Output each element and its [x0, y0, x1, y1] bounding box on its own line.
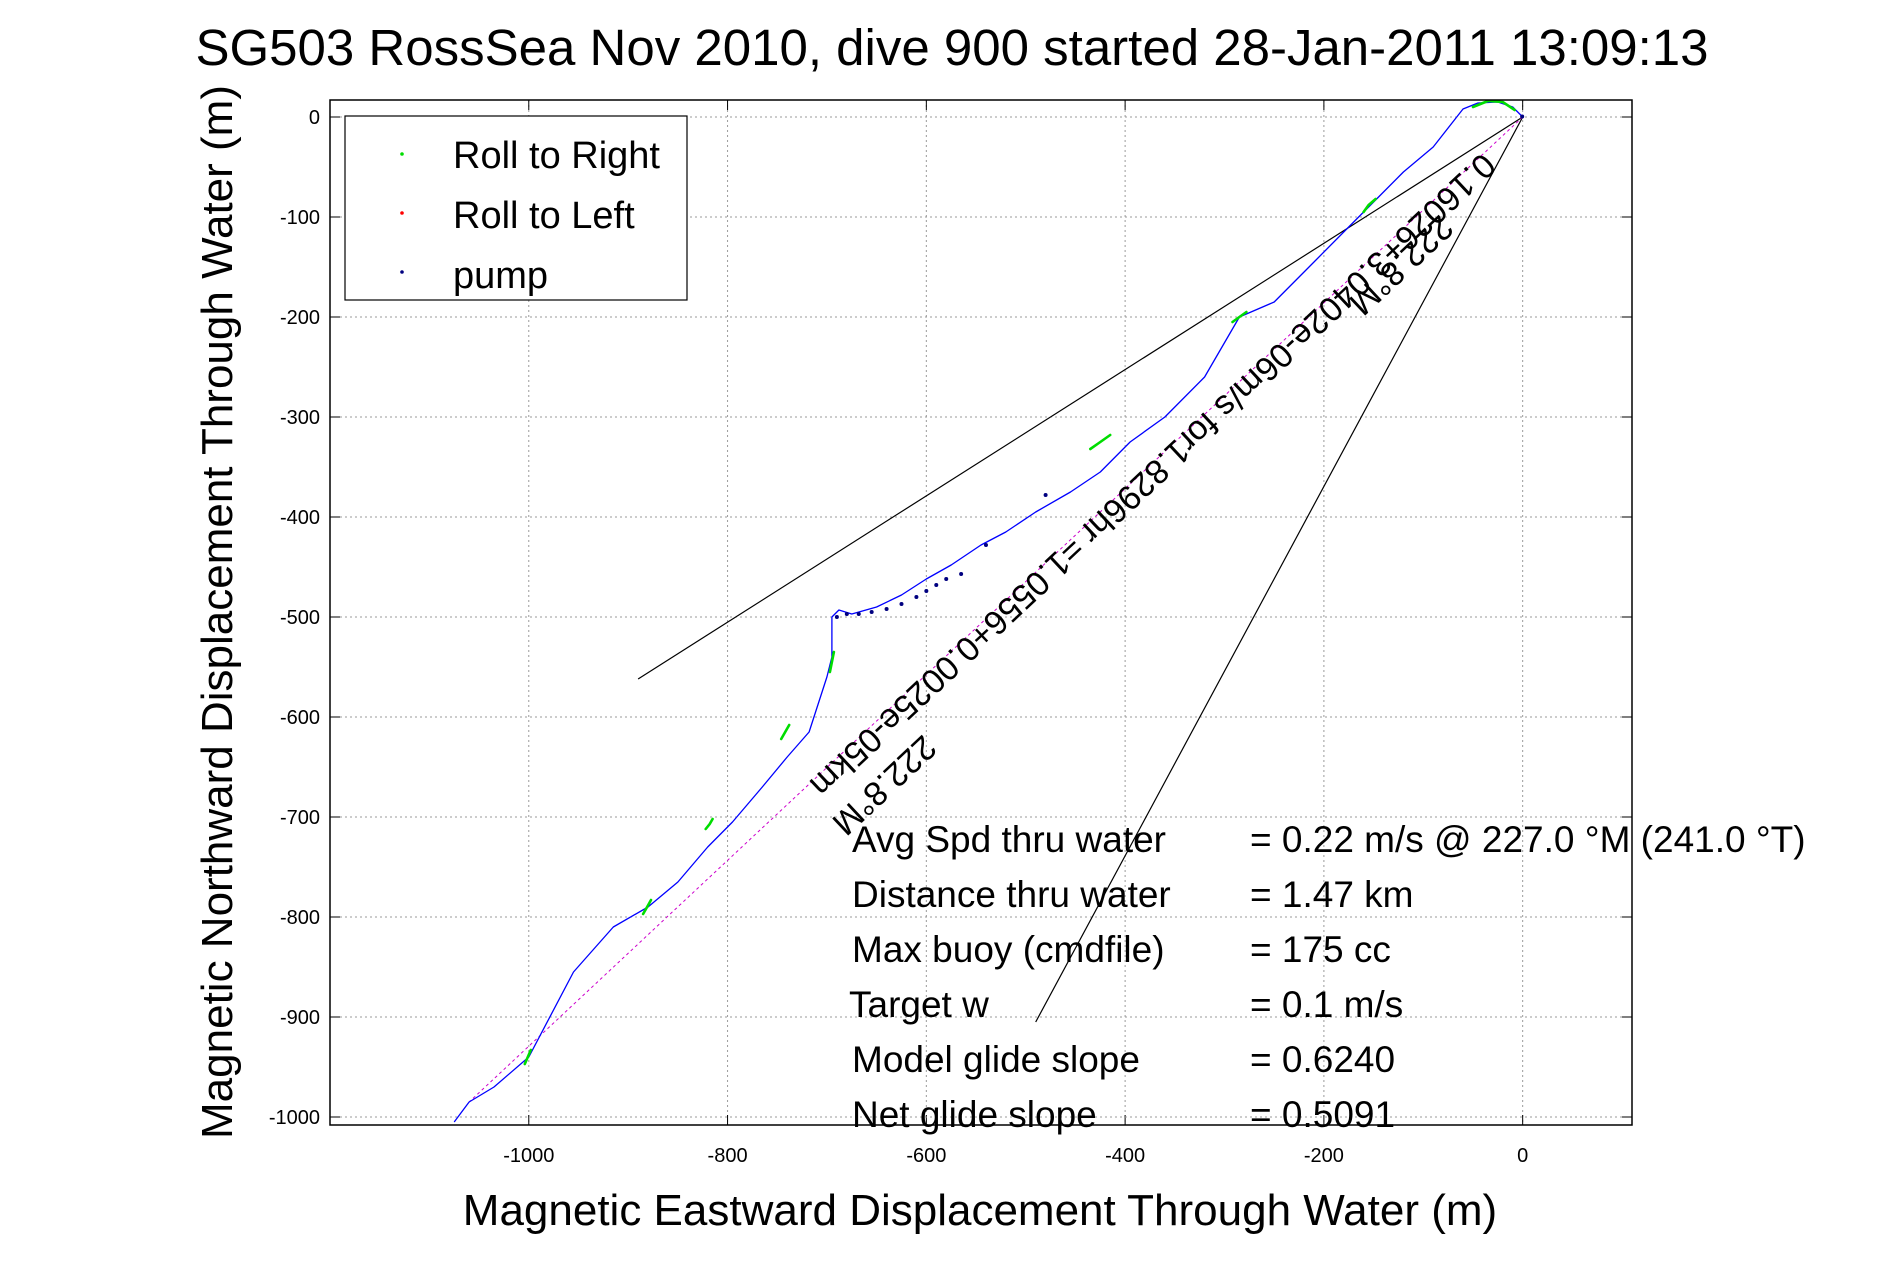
annotation-label: Net glide slope — [852, 1094, 1097, 1135]
pump-point — [1520, 114, 1525, 119]
annotation-value: = 0.1 m/s — [1250, 984, 1403, 1025]
pump-point — [899, 602, 904, 606]
x-tick-label: -1000 — [503, 1145, 554, 1167]
chart-title: SG503 RossSea Nov 2010, dive 900 started… — [195, 19, 1708, 76]
reference-line — [637, 116, 1524, 680]
legend-label-roll-right: Roll to Right — [453, 135, 660, 177]
annotation-label: Avg Spd thru water — [852, 819, 1166, 860]
annotation-value: = 0.22 m/s @ 227.0 °M (241.0 °T) — [1250, 819, 1806, 860]
y-tick-label: -500 — [280, 607, 320, 629]
legend-label-roll-left: Roll to Left — [453, 195, 635, 237]
y-tick-label: -800 — [280, 907, 320, 929]
pump-point — [884, 607, 889, 611]
roll-right-segment — [641, 898, 653, 916]
annotation-label: Distance thru water — [852, 874, 1171, 915]
pump-point — [934, 583, 939, 587]
pump-point — [869, 610, 874, 614]
y-tick-label: -100 — [280, 207, 320, 229]
y-tick-label: -200 — [280, 307, 320, 329]
legend-box — [344, 115, 688, 301]
y-tick-label: 0 — [309, 107, 320, 129]
legend-marker-pump — [400, 270, 404, 274]
tick-labels: -1000 -800 -600 -400 -200 0 0 -100 -200 -300 -400 -… — [269, 107, 1528, 1167]
plot-frame — [329, 99, 1633, 1126]
roll-right-segment — [1471, 99, 1516, 112]
track-line — [453, 101, 1524, 1123]
pump-point — [924, 589, 929, 593]
roll-right-segment — [828, 650, 836, 674]
annotation-block: Avg Spd thru water = 0.22 m/s @ 227.0 °M… — [849, 819, 1806, 1135]
x-tick-label: -600 — [906, 1145, 946, 1167]
x-tick-label: -400 — [1105, 1145, 1145, 1167]
x-tick-label: -200 — [1304, 1145, 1344, 1167]
annotation-value: = 0.5091 — [1250, 1094, 1395, 1135]
pump-point — [856, 612, 861, 616]
pump-point — [944, 577, 949, 581]
pump-point — [983, 543, 988, 547]
y-tick-label: -700 — [280, 807, 320, 829]
legend-marker-roll-left — [400, 211, 404, 215]
pump-point — [844, 612, 849, 616]
roll-right-segment — [704, 817, 714, 831]
pump-point — [959, 572, 964, 576]
pump-point — [834, 615, 839, 619]
roll-right-segment — [1362, 197, 1377, 214]
annotation-label: Model glide slope — [852, 1039, 1140, 1080]
heading-line — [468, 116, 1524, 1103]
legend-marker-roll-right — [400, 152, 404, 156]
legend: Roll to Right Roll to Left pump — [344, 115, 688, 301]
roll-right-segment — [1089, 433, 1112, 451]
annotation-label: Target w — [849, 984, 989, 1025]
roll-right-segment — [523, 1048, 533, 1066]
y-tick-label: -900 — [280, 1007, 320, 1029]
x-tick-label: -800 — [708, 1145, 748, 1167]
legend-label-pump: pump — [453, 255, 548, 297]
annotation-value: = 0.6240 — [1250, 1039, 1395, 1080]
x-axis-label: Magnetic Eastward Displacement Through W… — [463, 1186, 1497, 1235]
reference-line — [1035, 116, 1524, 1023]
pump-point — [914, 595, 919, 599]
annotation-label: Max buoy (cmdfile) — [852, 929, 1165, 970]
annotation-value: = 1.47 km — [1250, 874, 1414, 915]
annotation-value: = 175 cc — [1250, 929, 1391, 970]
x-tick-label: 0 — [1517, 1145, 1528, 1167]
y-tick-label: -600 — [280, 707, 320, 729]
roll-right-segment — [1231, 310, 1248, 324]
y-axis-label: Magnetic Northward Displacement Through … — [193, 85, 242, 1139]
reference-lines — [468, 116, 1524, 1103]
roll-right-segment — [779, 723, 791, 741]
series-layer — [453, 99, 1525, 1123]
pump-point — [1043, 493, 1048, 497]
y-tick-label: -400 — [280, 507, 320, 529]
y-tick-label: -300 — [280, 407, 320, 429]
y-tick-label: -1000 — [269, 1107, 320, 1129]
